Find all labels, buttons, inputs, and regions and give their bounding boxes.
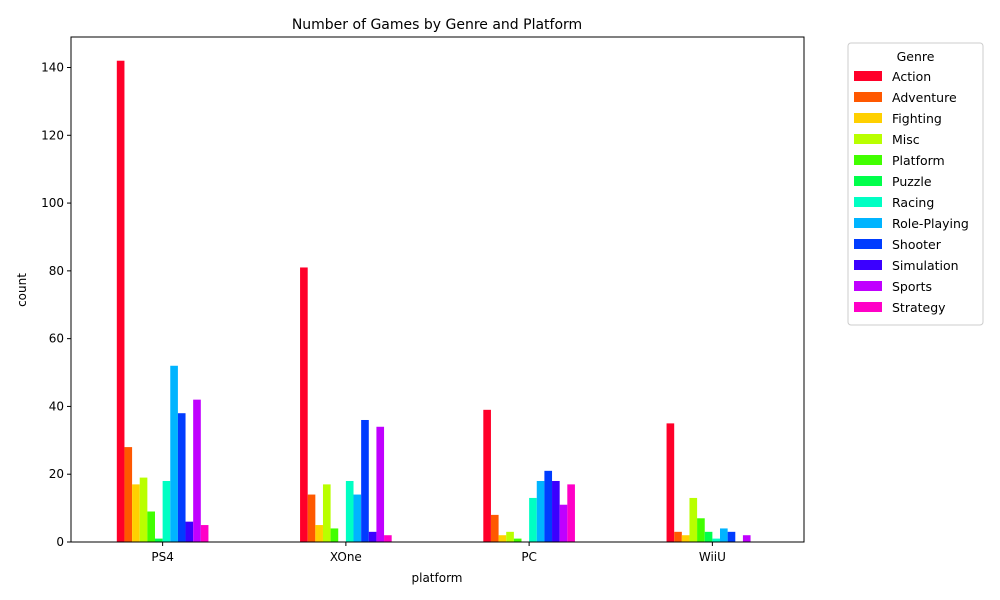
x-tick-label: WiiU [699,550,726,564]
bar-racing-xone [345,480,354,542]
bar-platform-ps4 [147,511,155,542]
bar-shooter-xone [361,419,369,542]
plot-area: 0 20 40 60 80 100 120 140 PS4 XOne PC WiiU [41,36,805,564]
legend-label: Action [892,69,931,84]
bar-role-playing-pc [536,480,545,542]
bar-shooter-wiiu [727,531,736,542]
bar-strategy-ps4 [200,525,209,542]
legend-label: Fighting [892,111,942,126]
bar-fighting-wiiu [681,535,690,542]
bar-misc-wiiu [689,497,698,542]
bar-fighting-ps4 [132,484,140,542]
legend-swatch [854,113,882,123]
legend-label: Shooter [892,237,942,252]
bar-action-xone [300,267,308,542]
bar-role-playing-wiiu [720,528,728,542]
bar-fighting-pc [498,535,507,542]
legend-label: Platform [892,153,945,168]
y-tick-label: 60 [49,332,64,346]
bar-sports-wiiu [742,535,751,542]
legend-label: Puzzle [892,174,932,189]
bar-action-wiiu [666,423,675,542]
bar-sports-pc [559,504,568,542]
bar-adventure-ps4 [124,447,133,542]
legend-swatch [854,92,882,102]
bar-racing-wiiu [712,538,721,542]
y-tick-label: 140 [41,61,64,75]
bar-strategy-pc [567,484,575,542]
y-tick-label: 40 [49,399,64,413]
bar-misc-ps4 [139,477,148,542]
bar-adventure-pc [490,514,499,542]
legend-label: Role-Playing [892,216,969,231]
bar-misc-xone [322,484,331,542]
chart-title: Number of Games by Genre and Platform [292,17,582,33]
bar-puzzle-ps4 [154,538,163,542]
x-tick-label: PS4 [151,550,174,564]
y-tick-label: 20 [49,467,64,481]
legend-label: Sports [892,279,932,294]
legend-label: Racing [892,195,934,210]
legend-swatch [854,71,882,81]
bar-strategy-xone [384,535,392,542]
bar-simulation-pc [552,480,560,542]
bar-role-playing-ps4 [170,365,178,542]
legend-label: Adventure [892,90,957,105]
legend-swatch [854,134,882,144]
bar-platform-xone [330,528,339,542]
legend-swatch [854,155,882,165]
legend-title: Genre [897,49,935,64]
bar-adventure-xone [307,494,316,542]
y-tick-label: 120 [41,128,64,142]
bar-racing-ps4 [162,480,171,542]
legend-swatch [854,281,882,291]
legend-swatch [854,239,882,249]
y-tick-label: 100 [41,196,64,210]
x-tick-label: PC [521,550,537,564]
legend-swatch [854,197,882,207]
bar-shooter-pc [544,470,553,542]
legend-label: Misc [892,132,920,147]
legend-swatch [854,260,882,270]
bar-role-playing-xone [353,494,362,542]
bar-simulation-xone [368,531,377,542]
bar-sports-ps4 [193,399,201,542]
bar-shooter-ps4 [177,413,186,542]
bar-platform-wiiu [697,518,705,542]
x-tick-label: XOne [330,550,362,564]
bar-misc-pc [506,531,514,542]
bar-platform-pc [513,538,522,542]
y-tick-label: 80 [49,264,64,278]
legend-swatch [854,218,882,228]
bar-simulation-ps4 [185,521,194,542]
bar-action-pc [483,409,491,542]
bar-sports-xone [376,426,385,542]
legend-label: Simulation [892,258,959,273]
bar-puzzle-wiiu [704,531,713,542]
legend-label: Strategy [892,300,946,315]
y-axis-label: count [15,273,29,307]
bar-fighting-xone [315,525,323,542]
bar-action-ps4 [116,60,125,542]
x-axis-label: platform [412,571,463,585]
bar-adventure-wiiu [674,531,682,542]
legend-swatch [854,302,882,312]
y-tick-label: 0 [56,535,64,549]
plot-frame [70,36,805,543]
bar-racing-pc [529,497,537,542]
legend-swatch [854,176,882,186]
legend: Genre Action Adventure Fighting Misc Platform… [847,42,984,326]
